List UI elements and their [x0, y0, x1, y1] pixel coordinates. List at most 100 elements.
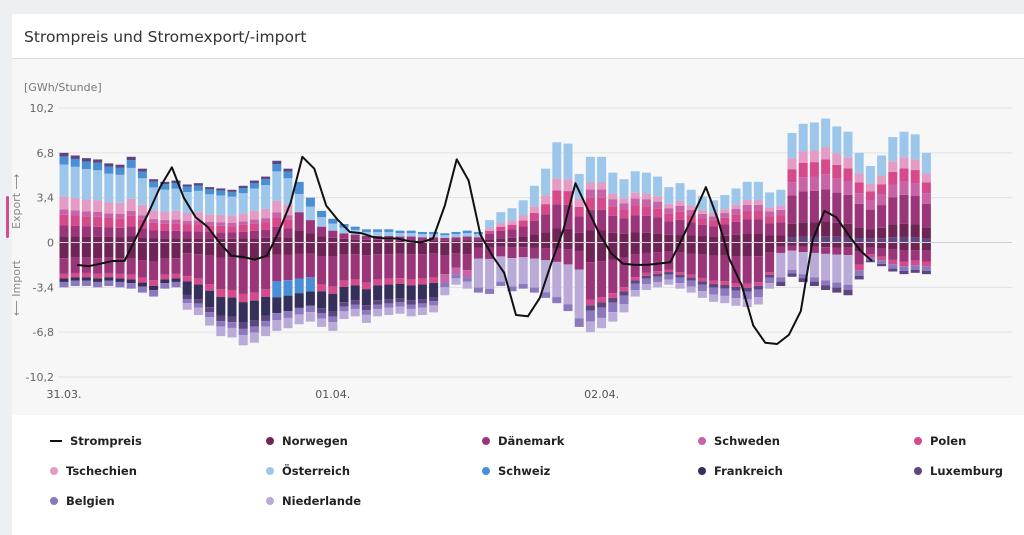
legend-item[interactable]: Strompreis: [50, 432, 142, 450]
export-bar-segment: [865, 166, 875, 184]
import-bar-segment: [182, 281, 192, 295]
export-bar-segment: [294, 212, 304, 231]
import-bar-segment: [227, 257, 237, 290]
import-bar-segment: [888, 264, 898, 269]
import-bar-segment: [597, 302, 607, 308]
export-bar-segment: [160, 230, 170, 239]
import-bar-segment: [182, 242, 192, 254]
import-bar-segment: [182, 253, 192, 277]
import-bar-segment: [451, 253, 461, 268]
legend-item[interactable]: Norwegen: [266, 432, 348, 450]
import-bar-segment: [709, 242, 719, 256]
import-bar-segment: [541, 292, 551, 298]
export-bar-segment: [653, 233, 663, 243]
export-bar-segment: [238, 185, 248, 189]
export-bar-segment: [126, 236, 136, 243]
export-bar-segment: [574, 216, 584, 233]
legend-item[interactable]: Luxemburg: [914, 462, 1003, 480]
legend-item[interactable]: Dänemark: [482, 432, 564, 450]
import-bar-segment: [664, 272, 674, 275]
import-bar-segment: [608, 297, 618, 303]
export-bar-segment: [59, 164, 69, 197]
export-bar-segment: [149, 230, 159, 239]
export-bar-segment: [93, 200, 103, 212]
import-bar-segment: [675, 277, 685, 284]
export-bar-segment: [261, 229, 271, 238]
export-bar-segment: [742, 210, 752, 220]
import-bar-segment: [720, 284, 730, 289]
export-bar-segment: [149, 222, 159, 231]
import-bar-segment: [731, 286, 741, 291]
export-bar-segment: [227, 196, 237, 216]
export-bar-segment: [709, 226, 719, 237]
import-bar-segment: [149, 290, 159, 297]
export-bar-segment: [328, 218, 338, 224]
export-bar-segment: [742, 200, 752, 205]
export-bar-segment: [149, 210, 159, 220]
import-bar-segment: [216, 289, 226, 297]
import-bar-segment: [70, 242, 80, 258]
import-bar-segment: [641, 272, 651, 276]
legend-item[interactable]: Tschechien: [50, 462, 137, 480]
import-bar-segment: [608, 312, 618, 322]
export-bar-segment: [317, 226, 327, 237]
import-bar-segment: [630, 277, 640, 281]
export-bar-segment: [574, 206, 584, 217]
import-bar-segment: [59, 258, 69, 274]
import-bar-segment: [507, 258, 517, 287]
export-bar-segment: [541, 214, 551, 233]
import-bar-segment: [294, 278, 304, 294]
export-bar-segment: [171, 219, 181, 224]
legend-item[interactable]: Schweden: [698, 432, 780, 450]
export-bar-segment: [283, 171, 293, 179]
import-bar-segment: [160, 283, 170, 289]
import-bar-segment: [81, 280, 91, 287]
export-bar-segment: [216, 225, 226, 233]
export-bar-segment: [373, 231, 383, 236]
import-bar-segment: [70, 272, 80, 278]
import-bar-segment: [81, 277, 91, 281]
import-bar-segment: [574, 242, 584, 251]
export-bar-segment: [664, 221, 674, 235]
export-bar-segment: [641, 215, 651, 233]
export-bar-segment: [193, 183, 203, 186]
export-bar-segment: [294, 181, 304, 194]
export-bar-segment: [787, 223, 797, 238]
legend-item[interactable]: Frankreich: [698, 462, 783, 480]
export-bar-segment: [664, 234, 674, 243]
import-bar-segment: [653, 252, 663, 272]
export-bar-segment: [261, 208, 271, 219]
import-bar-segment: [921, 261, 931, 267]
export-bar-segment: [81, 211, 91, 217]
export-bar-segment: [529, 220, 539, 235]
import-bar-segment: [451, 274, 461, 279]
export-bar-segment: [899, 131, 909, 158]
export-bar-segment: [305, 233, 315, 243]
import-bar-segment: [843, 284, 853, 290]
export-bar-segment: [608, 172, 618, 194]
legend-item[interactable]: Polen: [914, 432, 966, 450]
export-bar-segment: [809, 176, 819, 191]
import-bar-segment: [193, 299, 203, 304]
legend-item[interactable]: Österreich: [266, 462, 350, 480]
export-bar-segment: [821, 221, 831, 237]
import-bar-segment: [272, 313, 282, 321]
export-bar-segment: [93, 159, 103, 163]
import-bar-segment: [350, 308, 360, 317]
import-bar-segment: [854, 270, 864, 276]
import-bar-segment: [765, 252, 775, 273]
import-bar-segment: [350, 300, 360, 305]
import-bar-segment: [227, 327, 237, 338]
export-bar-segment: [126, 210, 136, 216]
export-bar-segment: [137, 168, 147, 172]
import-bar-segment: [664, 274, 674, 280]
legend-item[interactable]: Niederlande: [266, 492, 361, 510]
import-bar-segment: [630, 242, 640, 255]
export-bar-segment: [339, 227, 349, 234]
legend-item[interactable]: Schweiz: [482, 462, 550, 480]
export-bar-segment: [417, 237, 427, 241]
export-bar-segment: [182, 238, 192, 243]
export-bar-segment: [429, 231, 439, 235]
legend-item[interactable]: Belgien: [50, 492, 115, 510]
import-bar-segment: [373, 285, 383, 301]
